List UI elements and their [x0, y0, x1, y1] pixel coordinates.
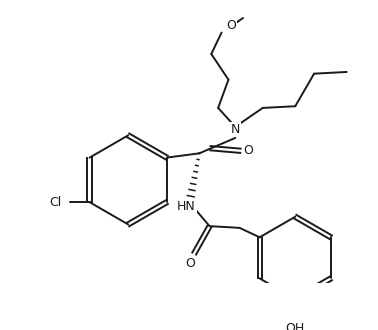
Text: OH: OH [286, 322, 305, 330]
Text: O: O [243, 144, 253, 157]
Text: Cl: Cl [49, 196, 61, 209]
Text: N: N [231, 123, 240, 136]
Text: O: O [226, 19, 236, 32]
Text: HN: HN [177, 200, 196, 213]
Text: O: O [185, 257, 195, 270]
